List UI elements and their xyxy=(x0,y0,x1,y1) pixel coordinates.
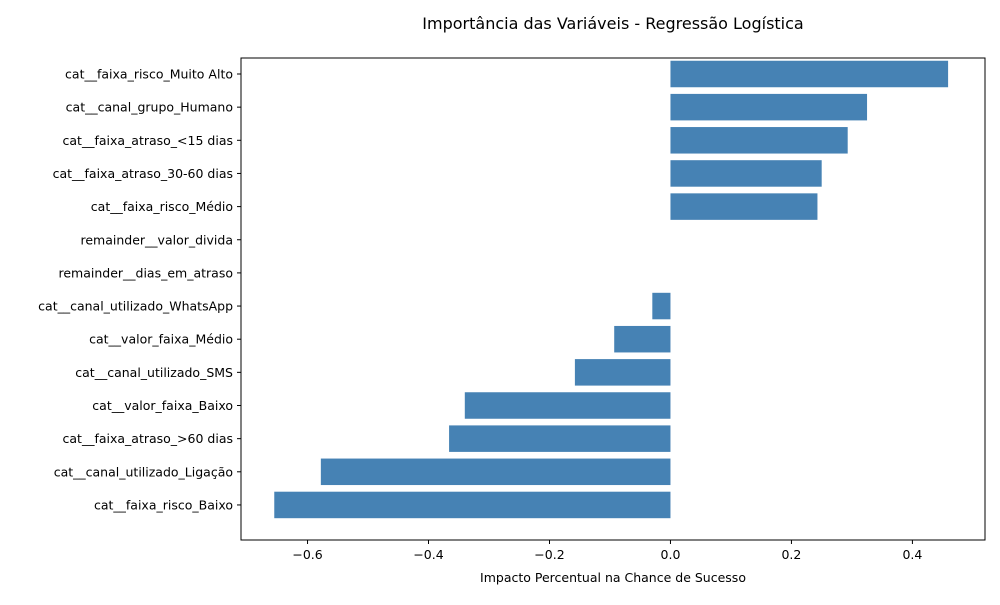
x-tick-label-3: 0.0 xyxy=(661,547,681,562)
x-tick-label-2: −0.2 xyxy=(534,547,564,562)
x-axis-ticks: −0.6 −0.4 −0.2 0.0 0.2 0.4 xyxy=(292,540,922,562)
bar-8 xyxy=(614,325,671,353)
bar-2 xyxy=(670,127,848,154)
y-tick-label-5: remainder__valor_divida xyxy=(81,232,234,247)
bar-11 xyxy=(449,425,671,452)
y-tick-label-8: cat__valor_faixa_Médio xyxy=(89,332,233,347)
y-tick-label-3: cat__faixa_atraso_30-60 dias xyxy=(53,166,233,181)
y-tick-label-1: cat__canal_grupo_Humano xyxy=(66,100,233,115)
bars-layer xyxy=(274,60,949,519)
y-tick-label-0: cat__faixa_risco_Muito Alto xyxy=(65,67,233,82)
y-tick-label-12: cat__canal_utilizado_Ligação xyxy=(54,464,233,479)
chart-title: Importância das Variáveis - Regressão Lo… xyxy=(422,14,803,33)
bar-9 xyxy=(574,359,671,386)
y-tick-label-6: remainder__dias_em_atraso xyxy=(58,265,233,280)
x-tick-label-1: −0.4 xyxy=(413,547,443,562)
bar-4 xyxy=(670,193,818,220)
x-tick-label-0: −0.6 xyxy=(292,547,322,562)
y-tick-label-10: cat__valor_faixa_Baixo xyxy=(92,398,233,413)
bar-10 xyxy=(464,392,671,419)
bar-12 xyxy=(320,458,671,486)
y-tick-label-7: cat__canal_utilizado_WhatsApp xyxy=(38,299,233,314)
x-axis-label: Impacto Percentual na Chance de Sucesso xyxy=(480,570,746,585)
bar-3 xyxy=(670,160,822,187)
y-axis-ticks: cat__faixa_risco_Muito Alto cat__canal_gr… xyxy=(38,67,241,512)
bar-1 xyxy=(670,93,868,121)
bar-13 xyxy=(274,491,671,519)
y-tick-label-13: cat__faixa_risco_Baixo xyxy=(94,497,233,512)
y-tick-label-2: cat__faixa_atraso_<15 dias xyxy=(63,133,233,148)
y-tick-label-9: cat__canal_utilizado_SMS xyxy=(75,365,233,380)
y-tick-label-4: cat__faixa_risco_Médio xyxy=(91,199,233,214)
plot-area-frame xyxy=(240,57,986,541)
bar-0 xyxy=(670,60,949,88)
y-tick-label-11: cat__faixa_atraso_>60 dias xyxy=(63,431,233,446)
x-tick-label-5: 0.4 xyxy=(902,547,922,562)
bar-7 xyxy=(652,292,671,320)
x-tick-label-4: 0.2 xyxy=(781,547,801,562)
